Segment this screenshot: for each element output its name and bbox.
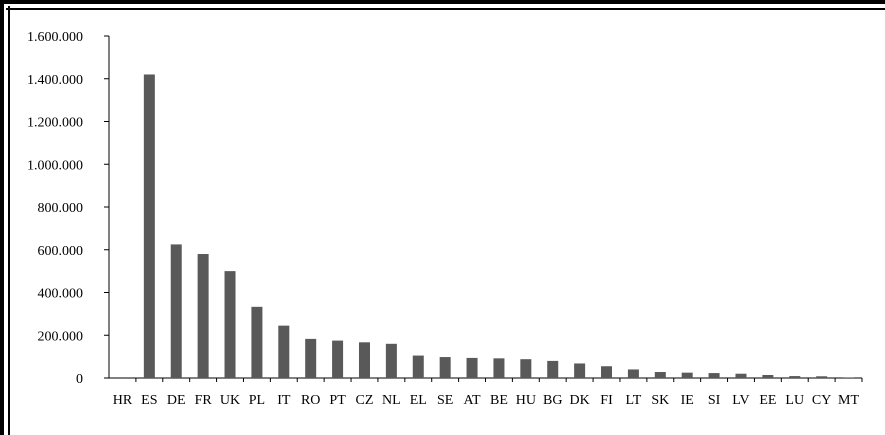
bar-cy [816,376,828,378]
x-tick-label: BE [490,393,508,408]
x-tick-label: NL [382,393,401,408]
x-tick-label: LV [732,393,749,408]
x-tick-label: HU [516,393,536,408]
bar-pl [251,306,263,378]
x-tick-label: SK [651,393,669,408]
bar-dk [574,363,586,378]
x-tick-label: UK [220,393,240,408]
y-tick-label: 1.400.000 [27,73,83,88]
bar-pt [332,340,344,378]
x-tick-label: LT [625,393,641,408]
x-tick-label: IE [681,393,694,408]
x-tick-label: FI [600,393,613,408]
bar-ie [681,372,693,378]
bar-ee [762,375,774,378]
x-tick-label: FR [195,393,213,408]
bar-bg [547,360,559,378]
bars [135,74,863,382]
bar-ro [305,338,317,378]
y-tick-label: 0 [76,372,83,387]
x-tick-label: HR [113,393,133,408]
chart-axes [108,36,862,379]
x-axis-labels: HR ES DE FR UK PL IT RO PT CZ NL EL SE AT BE HU BG DK FI LT… [113,393,860,408]
x-tick-label: DK [570,393,590,408]
bar-at [466,357,478,378]
bar-lu [789,376,801,378]
x-tick-label: BG [543,393,562,408]
y-tick-label: 1.000.000 [27,158,83,173]
x-tick-label: RO [301,393,320,408]
bar-fi [601,366,613,378]
bar-de [170,244,182,378]
bar-es [143,74,155,378]
x-tick-label: PL [249,393,265,408]
frame-inner-top-line [6,8,885,10]
bar-fr [197,254,209,378]
bar-lv [735,373,747,378]
x-tick-label: LU [785,393,804,408]
x-tick-label: EE [759,393,776,408]
y-tick-label: 1.200.000 [27,116,83,131]
x-tick-label: AT [463,393,481,408]
bar-nl [385,343,397,378]
bar-sk [654,372,666,378]
bar-el [412,355,424,378]
y-tick-label: 1.600.000 [27,30,83,45]
frame-inner-left-line [8,6,10,435]
bar-uk [224,271,236,378]
x-tick-label: MT [838,393,859,408]
x-tick-label: EL [410,393,427,408]
x-tick-label: CY [812,393,831,408]
bar-si [708,373,720,378]
x-tick-label: PT [329,393,346,408]
bar-se [439,357,451,378]
x-tick-label: IT [277,393,291,408]
x-tick-label: ES [141,393,157,408]
y-tick-label: 600.000 [38,244,84,259]
x-tick-label: SE [437,393,453,408]
x-tick-label: SI [708,393,721,408]
y-tick-label: 800.000 [38,201,84,216]
bar-hu [520,359,532,378]
x-tick-label: DE [167,393,186,408]
y-axis-ticks: 0 200.000 400.000 600.000 800.000 1.000.000 1.… [27,30,109,387]
y-tick-label: 400.000 [38,287,84,302]
bar-it [278,325,290,378]
x-tick-label: CZ [356,393,374,408]
bar-be [493,358,505,378]
bar-cz [358,342,370,378]
bar-lt [627,369,639,378]
y-tick-label: 200.000 [38,329,84,344]
